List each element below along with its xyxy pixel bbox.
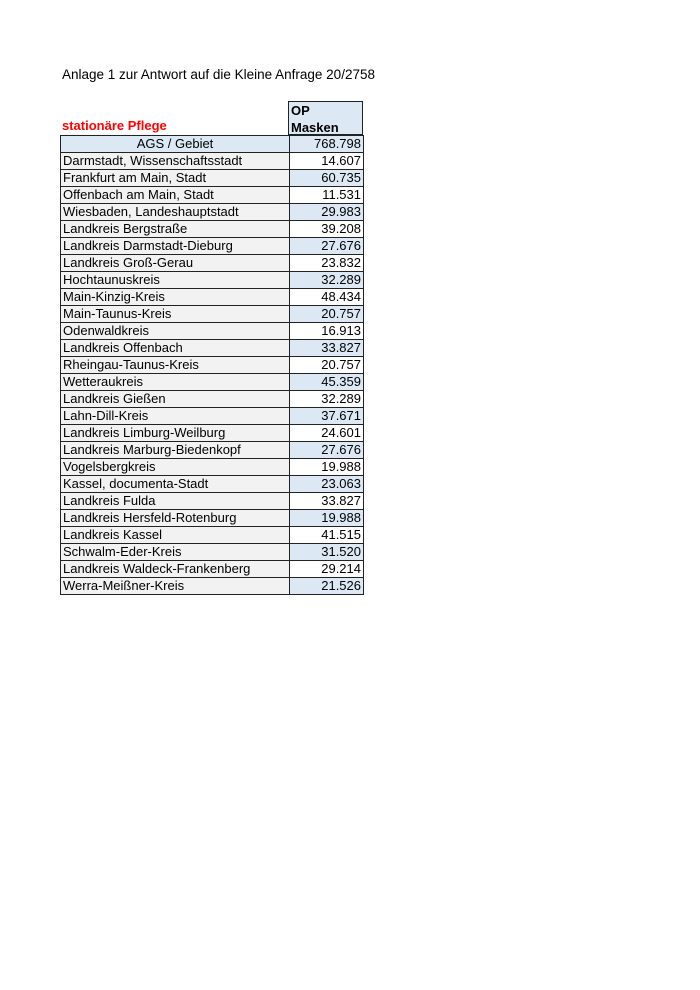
table-row: Rheingau-Taunus-Kreis 20.757: [60, 356, 364, 374]
mask-count: 33.827: [289, 339, 364, 357]
table-row: Werra-Meißner-Kreis 21.526: [60, 577, 364, 595]
mask-count: 21.526: [289, 577, 364, 595]
document-title: Anlage 1 zur Antwort auf die Kleine Anfr…: [62, 67, 375, 82]
mask-count: 23.832: [289, 254, 364, 272]
table-row: Darmstadt, Wissenschaftsstadt 14.607: [60, 152, 364, 170]
region-name: Main-Taunus-Kreis: [60, 305, 290, 323]
mask-count: 60.735: [289, 169, 364, 187]
region-name: Landkreis Gießen: [60, 390, 290, 408]
region-name: Landkreis Hersfeld-Rotenburg: [60, 509, 290, 527]
mask-count: 33.827: [289, 492, 364, 510]
mask-count: 37.671: [289, 407, 364, 425]
mask-count: 27.676: [289, 237, 364, 255]
mask-count: 20.757: [289, 356, 364, 374]
table-row: Landkreis Groß-Gerau 23.832: [60, 254, 364, 272]
region-name: Frankfurt am Main, Stadt: [60, 169, 290, 187]
mask-count: 19.988: [289, 509, 364, 527]
table-row: Wetteraukreis 45.359: [60, 373, 364, 391]
table-row: Frankfurt am Main, Stadt 60.735: [60, 169, 364, 187]
total-row: AGS / Gebiet 768.798: [60, 135, 364, 153]
mask-count: 48.434: [289, 288, 364, 306]
table-row: Lahn-Dill-Kreis 37.671: [60, 407, 364, 425]
mask-count: 32.289: [289, 390, 364, 408]
region-name: Wiesbaden, Landeshauptstadt: [60, 203, 290, 221]
table-row: Landkreis Kassel 41.515: [60, 526, 364, 544]
region-name: Landkreis Limburg-Weilburg: [60, 424, 290, 442]
region-name: Kassel, documenta-Stadt: [60, 475, 290, 493]
column-header-line2: Masken: [291, 120, 339, 135]
table-row: Landkreis Marburg-Biedenkopf 27.676: [60, 441, 364, 459]
region-name: Rheingau-Taunus-Kreis: [60, 356, 290, 374]
table-row: Landkreis Bergstraße 39.208: [60, 220, 364, 238]
table-row: Vogelsbergkreis 19.988: [60, 458, 364, 476]
region-name: Darmstadt, Wissenschaftsstadt: [60, 152, 290, 170]
region-name: Wetteraukreis: [60, 373, 290, 391]
table-row: Landkreis Fulda 33.827: [60, 492, 364, 510]
region-name: Landkreis Waldeck-Frankenberg: [60, 560, 290, 578]
table-row: Offenbach am Main, Stadt 11.531: [60, 186, 364, 204]
table-row: Main-Kinzig-Kreis 48.434: [60, 288, 364, 306]
column-header-line1: OP: [291, 103, 310, 118]
mask-count: 16.913: [289, 322, 364, 340]
table-row: Landkreis Waldeck-Frankenberg 29.214: [60, 560, 364, 578]
mask-count: 29.214: [289, 560, 364, 578]
total-label: AGS / Gebiet: [60, 135, 290, 153]
mask-count: 11.531: [289, 186, 364, 204]
region-name: Lahn-Dill-Kreis: [60, 407, 290, 425]
table-row: Landkreis Hersfeld-Rotenburg 19.988: [60, 509, 364, 527]
region-name: Vogelsbergkreis: [60, 458, 290, 476]
region-name: Landkreis Bergstraße: [60, 220, 290, 238]
table-row: Landkreis Limburg-Weilburg 24.601: [60, 424, 364, 442]
column-header: OP Masken: [288, 101, 363, 135]
mask-count: 32.289: [289, 271, 364, 289]
table-row: Schwalm-Eder-Kreis 31.520: [60, 543, 364, 561]
region-name: Werra-Meißner-Kreis: [60, 577, 290, 595]
region-name: Landkreis Marburg-Biedenkopf: [60, 441, 290, 459]
table-row: Wiesbaden, Landeshauptstadt 29.983: [60, 203, 364, 221]
region-name: Main-Kinzig-Kreis: [60, 288, 290, 306]
mask-count: 39.208: [289, 220, 364, 238]
region-name: Landkreis Offenbach: [60, 339, 290, 357]
table-row: Main-Taunus-Kreis 20.757: [60, 305, 364, 323]
region-name: Hochtaunuskreis: [60, 271, 290, 289]
table-row: Odenwaldkreis 16.913: [60, 322, 364, 340]
mask-count: 24.601: [289, 424, 364, 442]
mask-count: 45.359: [289, 373, 364, 391]
mask-count: 14.607: [289, 152, 364, 170]
section-subtitle: stationäre Pflege: [62, 118, 167, 133]
mask-count: 19.988: [289, 458, 364, 476]
table-row: Landkreis Offenbach 33.827: [60, 339, 364, 357]
mask-count: 20.757: [289, 305, 364, 323]
region-name: Schwalm-Eder-Kreis: [60, 543, 290, 561]
data-table: AGS / Gebiet 768.798 Darmstadt, Wissensc…: [60, 135, 364, 595]
table-row: Hochtaunuskreis 32.289: [60, 271, 364, 289]
mask-count: 41.515: [289, 526, 364, 544]
table-row: Landkreis Darmstadt-Dieburg 27.676: [60, 237, 364, 255]
mask-count: 27.676: [289, 441, 364, 459]
total-value: 768.798: [289, 135, 364, 153]
mask-count: 23.063: [289, 475, 364, 493]
region-name: Landkreis Kassel: [60, 526, 290, 544]
table-row: Kassel, documenta-Stadt 23.063: [60, 475, 364, 493]
region-name: Landkreis Groß-Gerau: [60, 254, 290, 272]
region-name: Odenwaldkreis: [60, 322, 290, 340]
region-name: Landkreis Darmstadt-Dieburg: [60, 237, 290, 255]
mask-count: 29.983: [289, 203, 364, 221]
mask-count: 31.520: [289, 543, 364, 561]
region-name: Offenbach am Main, Stadt: [60, 186, 290, 204]
region-name: Landkreis Fulda: [60, 492, 290, 510]
table-row: Landkreis Gießen 32.289: [60, 390, 364, 408]
